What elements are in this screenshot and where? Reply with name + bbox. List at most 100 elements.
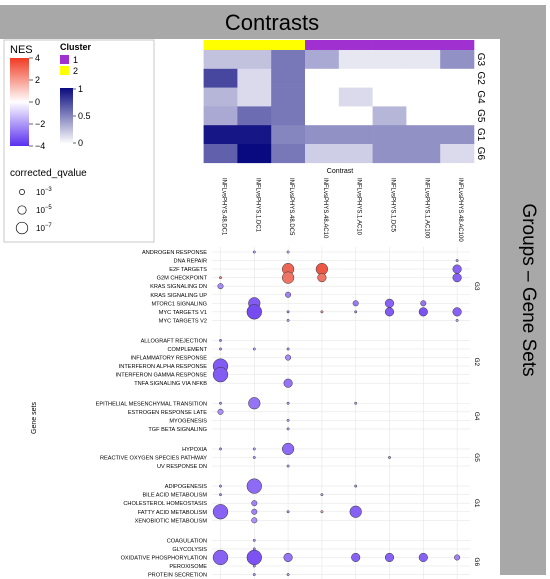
cq-tick-label: 0.5 xyxy=(78,111,91,121)
group-label: G2 xyxy=(473,357,480,366)
contrast-label: INFLvsPHYS.48.DC1 xyxy=(221,178,227,236)
size-legend-items: 10−310−510−7 xyxy=(15,187,53,235)
header-title: Contrasts xyxy=(225,10,319,35)
dot xyxy=(418,552,428,563)
gene-set-label: G2M CHECKPOINT xyxy=(157,276,208,282)
dot xyxy=(317,273,327,283)
dot xyxy=(219,447,222,451)
dot xyxy=(252,250,256,254)
gene-set-label: MYOGENESIS xyxy=(169,418,207,424)
gene-set-label: EPITHELIAL MESENCHYMAL TRANSITION xyxy=(96,401,207,407)
gene-set-label: MTORC1 SIGNALING xyxy=(151,301,207,307)
dot xyxy=(283,552,293,563)
heatmap-cell xyxy=(305,87,340,107)
heatmap-cell xyxy=(338,144,373,164)
gene-set-label: HYPOXIA xyxy=(182,447,207,453)
gene-set-label: BILE ACID METABOLISM xyxy=(142,493,207,499)
heatmap-cell xyxy=(406,68,441,88)
dot xyxy=(452,273,462,283)
dot xyxy=(351,552,361,563)
dot xyxy=(251,517,258,524)
size-legend-title: corrected_qvalue xyxy=(10,168,87,179)
dot xyxy=(320,310,324,314)
cluster-cell xyxy=(305,40,340,50)
dot xyxy=(212,367,229,383)
size-legend-base: 10 xyxy=(36,206,45,215)
dot xyxy=(420,300,427,307)
dot xyxy=(252,447,256,451)
dot xyxy=(452,264,462,274)
gene-set-label: ALLOGRAFT REJECTION xyxy=(141,338,207,344)
heatmap-cell xyxy=(271,50,306,70)
dot xyxy=(219,493,222,497)
heatmap-cell xyxy=(271,106,306,126)
dot xyxy=(286,427,290,431)
cluster-cell xyxy=(406,40,441,50)
heatmap-cell xyxy=(271,144,306,164)
dot xyxy=(248,397,261,410)
heatmap-cell xyxy=(203,144,238,164)
gene-set-label: ESTROGEN RESPONSE LATE xyxy=(128,410,207,416)
y-axis-title: Gene sets xyxy=(31,402,38,434)
heatmap-cell xyxy=(237,50,272,70)
dot xyxy=(354,401,358,405)
heatmap-row-label: G1 xyxy=(475,128,486,142)
heatmap-cell xyxy=(237,68,272,88)
heatmap-cell xyxy=(440,125,475,145)
dot xyxy=(217,408,224,415)
size-legend-circle xyxy=(15,221,29,235)
dot xyxy=(219,276,222,280)
heatmap-cell xyxy=(271,125,306,145)
heatmap-cell xyxy=(305,125,340,145)
heatmap-cell xyxy=(372,87,407,107)
dot xyxy=(282,271,295,284)
dot xyxy=(349,505,362,518)
dot xyxy=(219,484,222,488)
dot xyxy=(212,549,229,566)
dot xyxy=(286,250,290,254)
dot xyxy=(320,493,324,497)
heatmap-cell xyxy=(338,50,373,70)
nes-legend-ticks: 4 2 0 −2 −4 xyxy=(29,53,45,151)
contrast-label: INFLvsPHYS.48.DC5 xyxy=(288,178,294,236)
cluster-cell xyxy=(440,40,475,50)
dot xyxy=(286,573,290,576)
dot xyxy=(246,304,262,320)
nes-tick-label: −4 xyxy=(35,141,45,151)
cq-colorbar xyxy=(60,88,73,144)
gene-set-label: PEROXISOME xyxy=(169,564,207,570)
heatmap-cell xyxy=(440,68,475,88)
heatmap-cell xyxy=(305,68,340,88)
cluster-label: 1 xyxy=(73,55,78,65)
heatmap-cell xyxy=(203,50,238,70)
contrast-label: INFLvsPHYS.48.AC10 xyxy=(322,178,328,239)
gene-set-label: TNFA SIGNALING VIA NFKB xyxy=(134,381,207,387)
heatmap-cell xyxy=(372,106,407,126)
dot xyxy=(219,401,222,405)
heatmap-cell xyxy=(203,106,238,126)
heatmap-cell xyxy=(305,144,340,164)
size-legend-label: 10−5 xyxy=(36,205,52,215)
dot xyxy=(418,307,428,317)
contrast-labels: INFLvsPHYS.48.DC1 INFLvsPHYS.1.DC1 INFLvsP… xyxy=(221,178,464,242)
cluster-legend-items: 12 xyxy=(60,55,78,76)
cluster-cell xyxy=(237,40,272,50)
cluster-swatch-1 xyxy=(60,55,69,64)
heatmap-cell xyxy=(406,144,441,164)
dot xyxy=(212,504,229,520)
dot xyxy=(352,300,359,307)
cq-legend-ticks: 10.50 xyxy=(73,84,91,148)
nes-colorbar xyxy=(10,58,29,146)
heatmap-cell xyxy=(440,87,475,107)
size-legend-exp: −3 xyxy=(45,187,53,193)
gene-set-label: ANDROGEN RESPONSE xyxy=(142,250,207,256)
group-label: G4 xyxy=(473,412,480,421)
gene-set-label: COAGULATION xyxy=(167,538,207,544)
gene-set-label: PROTEIN SECRETION xyxy=(148,573,207,579)
dot xyxy=(282,442,295,456)
cq-tick-label: 1 xyxy=(78,84,83,94)
gene-set-label: REACTIVE OXYGEN SPECIES PATHWAY xyxy=(100,456,207,462)
gene-set-label: E2F TARGETS xyxy=(169,267,207,273)
dot xyxy=(320,510,324,514)
heatmap-cell xyxy=(237,106,272,126)
